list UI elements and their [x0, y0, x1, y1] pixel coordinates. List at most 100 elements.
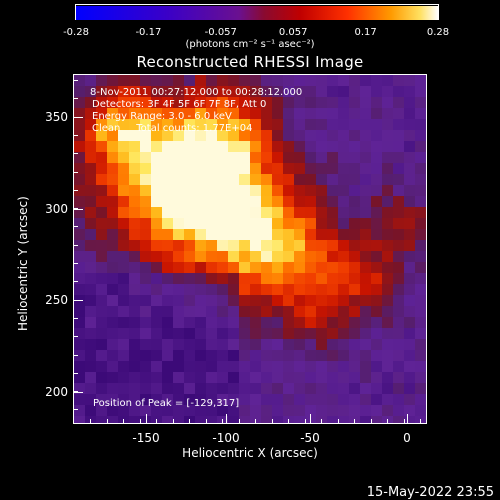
- heatmap-cell: [415, 97, 426, 108]
- heatmap-cell: [250, 174, 261, 185]
- heatmap-cell: [294, 328, 305, 339]
- heatmap-cell: [338, 229, 349, 240]
- heatmap-cell: [261, 339, 272, 350]
- heatmap-cell: [338, 273, 349, 284]
- heatmap-cell: [151, 185, 162, 196]
- heatmap-cell: [250, 284, 261, 295]
- heatmap-cell: [338, 416, 349, 423]
- heatmap-cell: [107, 251, 118, 262]
- heatmap-cell: [393, 240, 404, 251]
- heatmap-cell: [272, 130, 283, 141]
- heatmap-cell: [360, 174, 371, 185]
- heatmap-cell: [371, 306, 382, 317]
- heatmap-cell: [184, 284, 195, 295]
- heatmap-cell: [360, 328, 371, 339]
- heatmap-cell: [327, 339, 338, 350]
- heatmap-cell: [316, 240, 327, 251]
- heatmap-cell: [239, 119, 250, 130]
- heatmap-cell: [206, 317, 217, 328]
- heatmap-cell: [382, 394, 393, 405]
- heatmap-cell: [338, 174, 349, 185]
- heatmap-cell: [118, 86, 129, 97]
- heatmap-cell: [382, 383, 393, 394]
- heatmap-cell: [426, 207, 427, 218]
- heatmap-cell: [107, 119, 118, 130]
- heatmap-cell: [250, 108, 261, 119]
- heatmap-cell: [371, 295, 382, 306]
- heatmap-cell: [327, 141, 338, 152]
- heatmap-cell: [393, 141, 404, 152]
- heatmap-cell: [140, 328, 151, 339]
- heatmap-cell: [195, 141, 206, 152]
- heatmap-cell: [162, 416, 173, 423]
- heatmap-cell: [195, 163, 206, 174]
- heatmap-cell: [107, 317, 118, 328]
- heatmap-cell: [140, 141, 151, 152]
- heatmap-cell: [118, 394, 129, 405]
- heatmap-cell: [360, 141, 371, 152]
- heatmap-cell: [85, 119, 96, 130]
- heatmap-cell: [162, 328, 173, 339]
- heatmap-cell: [382, 218, 393, 229]
- heatmap-cell: [360, 86, 371, 97]
- heatmap-cell: [272, 328, 283, 339]
- heatmap-cell: [415, 339, 426, 350]
- heatmap-cell: [250, 141, 261, 152]
- heatmap-cell: [371, 350, 382, 361]
- heatmap-cell: [327, 317, 338, 328]
- heatmap-cell: [107, 295, 118, 306]
- heatmap-cell: [305, 130, 316, 141]
- axis-tick-mark: [73, 80, 78, 81]
- heatmap-cell: [404, 251, 415, 262]
- heatmap-cell: [239, 240, 250, 251]
- heatmap-cell: [206, 97, 217, 108]
- heatmap-cell: [217, 383, 228, 394]
- heatmap-cell: [338, 394, 349, 405]
- heatmap-cell: [426, 350, 427, 361]
- heatmap-cell: [74, 75, 85, 86]
- heatmap-cell: [85, 229, 96, 240]
- heatmap-cell: [338, 218, 349, 229]
- heatmap-cell: [96, 328, 107, 339]
- heatmap-cell: [283, 394, 294, 405]
- heatmap-cell: [96, 152, 107, 163]
- heatmap-cell: [426, 383, 427, 394]
- heatmap-cell: [283, 350, 294, 361]
- heatmap-cell: [349, 383, 360, 394]
- heatmap-cell: [316, 207, 327, 218]
- heatmap-cell: [118, 97, 129, 108]
- heatmap-cell: [360, 119, 371, 130]
- heatmap-cell: [338, 240, 349, 251]
- heatmap-cell: [404, 361, 415, 372]
- axis-tick-mark: [407, 414, 408, 424]
- heatmap-cell: [162, 119, 173, 130]
- heatmap-cell: [327, 328, 338, 339]
- heatmap-cell: [85, 405, 96, 416]
- heatmap-cell: [74, 141, 85, 152]
- heatmap-cell: [96, 251, 107, 262]
- heatmap-cell: [140, 273, 151, 284]
- axis-tick-mark: [73, 98, 78, 99]
- heatmap-cell: [151, 317, 162, 328]
- heatmap-cell: [228, 317, 239, 328]
- heatmap-cell: [85, 339, 96, 350]
- heatmap-cell: [382, 240, 393, 251]
- heatmap-cell: [129, 207, 140, 218]
- heatmap-cell: [393, 317, 404, 328]
- heatmap-cell: [239, 284, 250, 295]
- heatmap-cell: [239, 295, 250, 306]
- heatmap-cell: [283, 152, 294, 163]
- heatmap-cell: [338, 372, 349, 383]
- heatmap-cell: [305, 251, 316, 262]
- heatmap-cell: [415, 152, 426, 163]
- datestamp: 15-May-2022 23:55: [366, 485, 494, 500]
- heatmap-cell: [338, 119, 349, 130]
- heatmap-cell: [239, 97, 250, 108]
- heatmap-cell: [415, 383, 426, 394]
- heatmap-cell: [151, 229, 162, 240]
- heatmap-cell: [195, 218, 206, 229]
- heatmap-cell: [85, 108, 96, 119]
- heatmap-cell: [382, 97, 393, 108]
- heatmap-cell: [140, 218, 151, 229]
- heatmap-cell: [129, 372, 140, 383]
